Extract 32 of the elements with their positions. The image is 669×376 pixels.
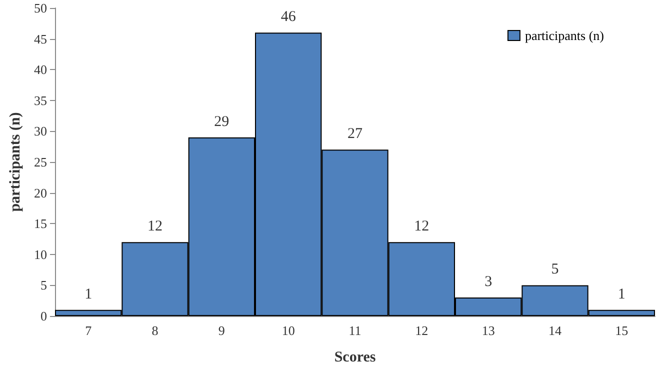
y-tick-label: 10 [34, 246, 47, 262]
y-tick-label: 20 [34, 185, 47, 200]
y-axis-title: participants (n) [8, 112, 24, 212]
y-tick-label: 35 [34, 92, 47, 108]
data-label: 12 [414, 218, 430, 235]
x-tick-label: 8 [152, 323, 158, 338]
x-tick-label: 13 [482, 323, 495, 338]
data-label: 27 [348, 126, 363, 142]
data-label: 1 [618, 286, 626, 302]
y-tick-label: 40 [34, 62, 47, 78]
x-tick-label: 10 [282, 323, 295, 338]
y-tick-label: 25 [34, 154, 47, 170]
x-tick-label: 14 [548, 323, 562, 338]
y-tick-label: 15 [34, 216, 47, 232]
x-tick-label: 12 [415, 323, 428, 338]
y-tick-label: 5 [40, 278, 47, 293]
x-tick-label: 15 [615, 323, 628, 338]
y-tick-label: 0 [40, 308, 47, 324]
x-axis-title: Scores [334, 350, 376, 366]
x-tick-label: 11 [348, 323, 362, 338]
legend-label: participants (n) [524, 28, 604, 43]
data-label: 1 [84, 286, 92, 302]
data-label: 29 [214, 114, 230, 130]
x-tick-label: 7 [85, 323, 92, 338]
data-label: 5 [551, 262, 559, 278]
y-tick-label: 45 [34, 31, 47, 46]
x-tick-label: 9 [218, 323, 225, 338]
data-label: 12 [148, 218, 162, 235]
data-label: 46 [280, 9, 296, 26]
data-label: 3 [484, 274, 492, 290]
y-tick-label: 50 [34, 0, 47, 16]
y-tick-label: 30 [34, 124, 47, 139]
